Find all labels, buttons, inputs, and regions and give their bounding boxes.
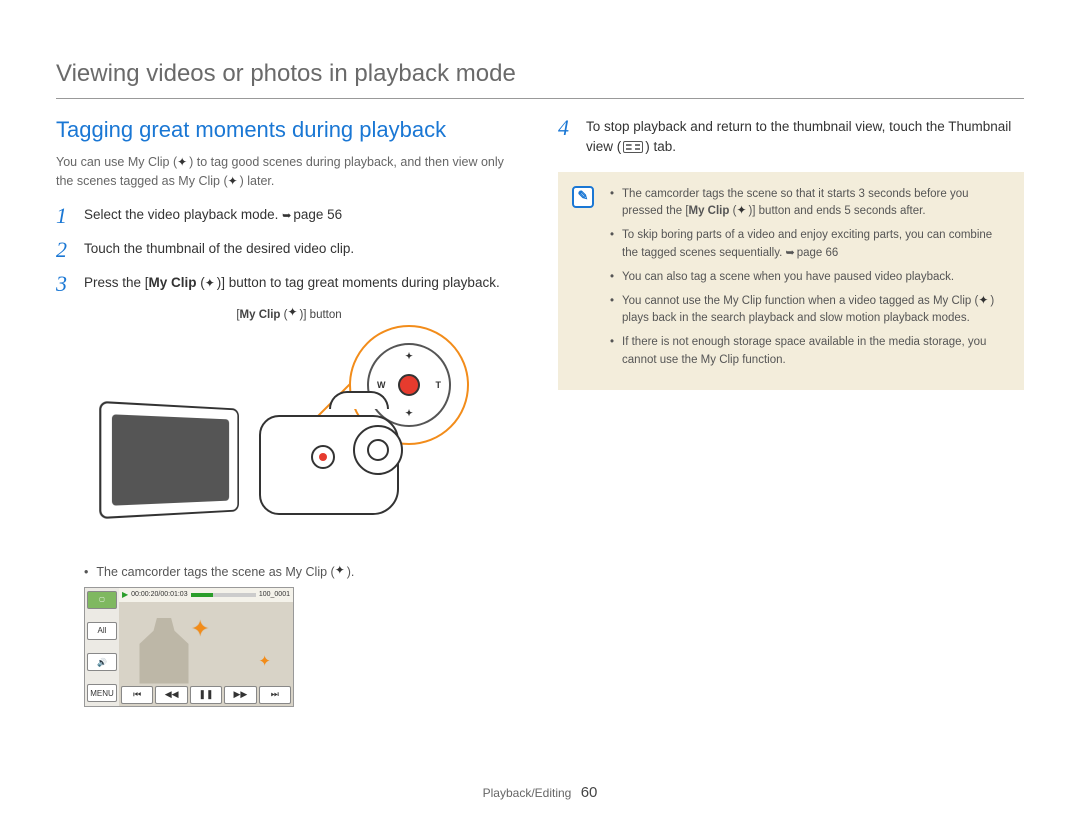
- myclip-icon: [177, 155, 189, 167]
- note-item: If there is not enough storage space ava…: [610, 334, 1008, 370]
- note-item: You cannot use the My Clip function when…: [610, 293, 1008, 329]
- camcorder-strap: [329, 391, 389, 409]
- note-item: The camcorder tags the scene so that it …: [610, 186, 1008, 222]
- myclip-icon: [335, 565, 347, 577]
- myclip-icon: [228, 174, 240, 186]
- steps-list-right: 4 To stop playback and return to the thu…: [558, 117, 1024, 158]
- myclip-icon: [205, 276, 217, 288]
- playback-controls: ⏮ ◀◀ ❚❚ ▶▶ ⏭: [119, 686, 293, 706]
- myclip-icon: [736, 203, 748, 215]
- dpad-up-icon: ✦: [405, 351, 413, 362]
- note-icon: ✎: [572, 186, 594, 208]
- footer-section: Playback/Editing: [483, 786, 572, 800]
- step-1: 1 Select the video playback mode. page 5…: [56, 205, 522, 227]
- myclip-icon: [978, 293, 990, 305]
- step-number: 3: [56, 273, 74, 295]
- next-track-icon: ⏭: [259, 686, 291, 704]
- playback-main: ▶ 00:00:20/00:01:03 100_0001 ✦ ✦ ⏮ ◀◀ ❚❚…: [119, 588, 293, 706]
- step-number: 4: [558, 117, 576, 158]
- pause-icon: ❚❚: [190, 686, 222, 704]
- all-filter-button: All: [87, 622, 117, 640]
- myclip-icon: [287, 307, 299, 319]
- section-title: Tagging great moments during playback: [56, 117, 522, 143]
- playback-sidebar: ▢ All 🔊 MENU: [85, 588, 119, 706]
- dpad-right-label: T: [436, 380, 442, 390]
- step-4: 4 To stop playback and return to the thu…: [558, 117, 1024, 158]
- record-button-icon: [398, 374, 420, 396]
- prev-track-icon: ⏮: [121, 686, 153, 704]
- left-column: Tagging great moments during playback Yo…: [56, 117, 522, 707]
- right-column: 4 To stop playback and return to the thu…: [558, 117, 1024, 707]
- fastforward-icon: ▶▶: [224, 686, 256, 704]
- note-item: You can also tag a scene when you have p…: [610, 269, 1008, 287]
- note-list: The camcorder tags the scene so that it …: [610, 186, 1008, 370]
- step-number: 2: [56, 239, 74, 261]
- playback-screenshot: ▢ All 🔊 MENU ▶ 00:00:20/00:01:03 100_000…: [84, 587, 294, 707]
- playback-topbar: ▶ 00:00:20/00:01:03 100_0001: [119, 588, 293, 602]
- steps-list: 1 Select the video playback mode. page 5…: [56, 205, 522, 295]
- camcorder-lens: [353, 425, 403, 475]
- progress-bar: [191, 593, 256, 597]
- page-footer: Playback/Editing 60: [0, 784, 1080, 801]
- menu-button: MENU: [87, 684, 117, 702]
- dpad-left-label: W: [377, 380, 386, 390]
- thumbnail-view-icon: [623, 141, 643, 153]
- page-title: Viewing videos or photos in playback mod…: [56, 60, 1024, 99]
- dpad-down-icon: ✦: [405, 408, 413, 419]
- step-2: 2 Touch the thumbnail of the desired vid…: [56, 239, 522, 261]
- page-ref-icon: [282, 207, 293, 222]
- note-box: ✎ The camcorder tags the scene so that i…: [558, 172, 1024, 390]
- volume-icon: 🔊: [87, 653, 117, 671]
- step-3: 3 Press the [My Clip ()] button to tag g…: [56, 273, 522, 295]
- tag-marker-icon: ✦: [191, 616, 209, 642]
- tag-marker-icon: ✦: [258, 652, 271, 670]
- rewind-icon: ◀◀: [155, 686, 187, 704]
- page-number: 60: [581, 784, 598, 801]
- intro-text: You can use My Clip () to tag good scene…: [56, 153, 522, 191]
- play-icon: ▶: [122, 590, 128, 599]
- camcorder-screen: [99, 400, 239, 518]
- note-item: To skip boring parts of a video and enjo…: [610, 227, 1008, 263]
- playback-time: 00:00:20/00:01:03: [131, 591, 187, 598]
- camcorder-body: [99, 395, 399, 545]
- sub-bullet: The camcorder tags the scene as My Clip …: [84, 565, 522, 579]
- person-silhouette: [129, 618, 199, 684]
- page-ref-icon: [786, 247, 797, 259]
- callout-label: [My Clip ()] button: [56, 307, 522, 321]
- thumbnail-tab-icon: ▢: [87, 591, 117, 609]
- playback-file: 100_0001: [259, 591, 290, 598]
- step-number: 1: [56, 205, 74, 227]
- camcorder-rec-button: [311, 445, 335, 469]
- camcorder-diagram: ✦ ✦ W T: [79, 325, 499, 555]
